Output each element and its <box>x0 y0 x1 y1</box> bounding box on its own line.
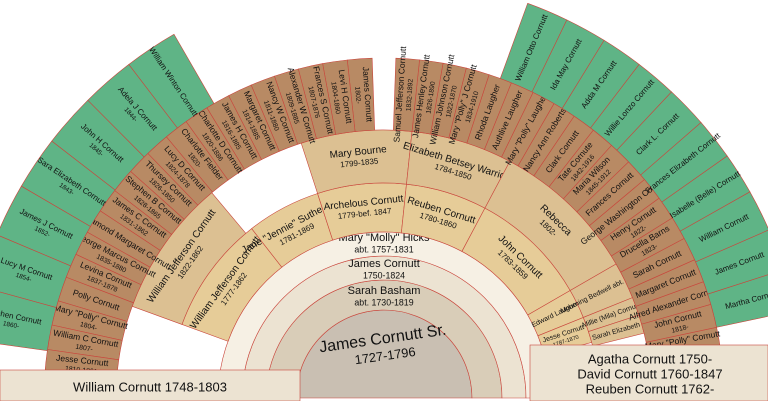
ring7_left-wedge <box>0 291 57 352</box>
bottom-left-bar <box>0 369 301 401</box>
label-line: 1750-1824 <box>363 270 405 280</box>
label-line: Sarah Basham <box>348 285 421 297</box>
label-line: 1854- <box>15 272 33 284</box>
ring6_right-wedge <box>393 57 420 132</box>
label-line: 1832-1892 <box>406 78 415 111</box>
label-line: abt. 1730-1819 <box>354 297 413 307</box>
label-line: 1860- <box>2 320 19 330</box>
ring5-wedge <box>300 129 413 194</box>
label-line: James Cornutt <box>361 66 375 122</box>
label-line: 1799-1835 <box>340 156 380 169</box>
bottom-right-label: David Cornutt 1760-1847 <box>577 366 722 381</box>
bottom-left-label: William Cornutt 1748-1803 <box>73 379 227 394</box>
label-line: 1804- <box>79 321 98 332</box>
label-line: James Cornutt <box>348 258 420 270</box>
bottom-right-bar <box>529 344 768 401</box>
label-line: 1804-1860 <box>329 81 341 114</box>
ring4-wedge <box>251 193 334 268</box>
bottom-right-label: Reuben Cornutt 1762- <box>586 381 715 396</box>
label-line: 1826-1890 <box>426 81 437 114</box>
label-line: 1802- <box>353 86 361 104</box>
label-line: 1818- <box>671 324 690 335</box>
ring7_right-wedge <box>499 2 568 93</box>
bottom-right-label: Agatha Cornutt 1750- <box>588 351 712 366</box>
label-line: abt. 1757-1831 <box>354 244 413 254</box>
label-line: 1807- <box>75 344 93 354</box>
label-line: Mary "Molly" Hicks <box>339 232 430 244</box>
